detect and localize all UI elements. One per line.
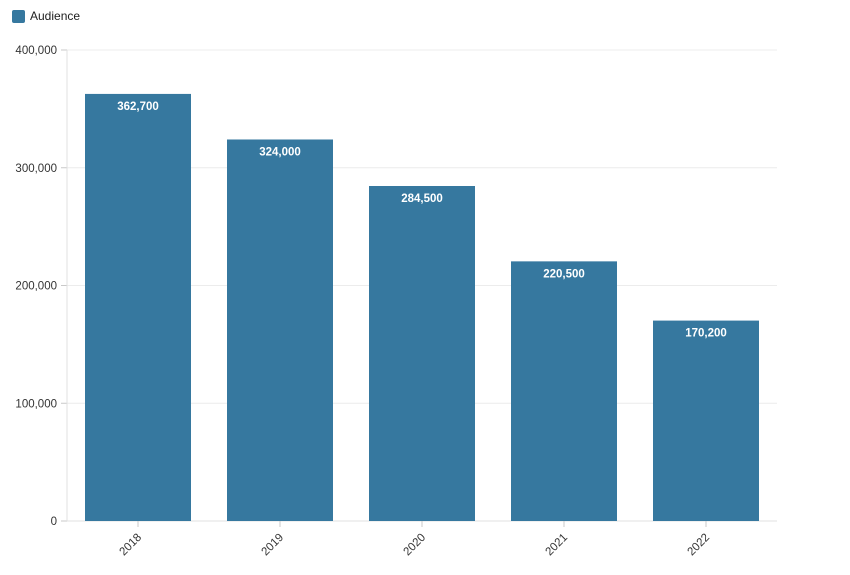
bar-value-label: 284,500: [401, 193, 443, 205]
bar-2020[interactable]: [369, 186, 475, 521]
bar-value-label: 324,000: [259, 146, 301, 158]
x-axis-label: 2020: [402, 532, 429, 559]
bar-2022[interactable]: [653, 320, 759, 521]
legend-item-audience[interactable]: Audience: [12, 9, 80, 23]
legend-label: Audience: [30, 9, 81, 23]
x-axis-label: 2022: [686, 532, 713, 559]
x-axis-label: 2021: [544, 532, 571, 559]
x-axis-label: 2019: [260, 532, 287, 559]
bar-value-label: 220,500: [543, 268, 585, 280]
y-axis-label: 400,000: [15, 45, 57, 57]
y-axis-label: 0: [51, 516, 57, 528]
y-axis-label: 100,000: [15, 398, 57, 410]
y-axis-label: 300,000: [15, 163, 57, 175]
bar-value-label: 362,700: [117, 101, 159, 113]
bar-2018[interactable]: [85, 93, 191, 522]
y-axis-label: 200,000: [15, 281, 57, 293]
bar-2019[interactable]: [227, 139, 333, 522]
bar-2021[interactable]: [511, 261, 617, 521]
x-axis-label: 2018: [118, 532, 145, 559]
bar-value-label: 170,200: [685, 328, 727, 340]
legend-swatch-icon: [12, 9, 25, 23]
